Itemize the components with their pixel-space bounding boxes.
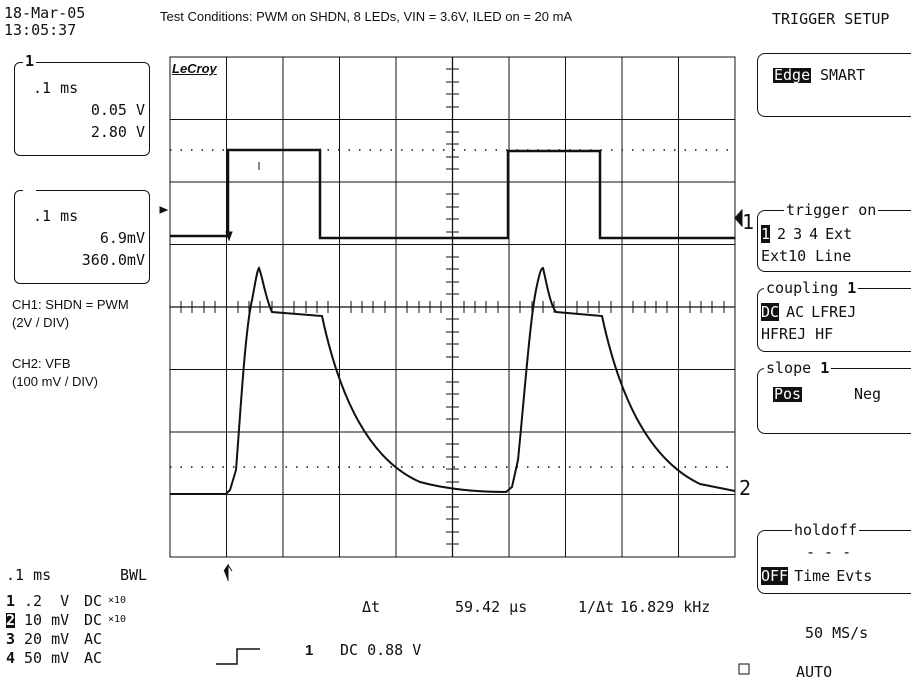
scale: 360.0mV: [81, 251, 145, 269]
option[interactable]: 3: [793, 225, 803, 243]
channel-probe: ×10: [108, 595, 127, 606]
option[interactable]: Time: [794, 567, 831, 585]
annotation: CH1: SHDN = PWM: [12, 297, 129, 312]
channel-id: 4: [6, 649, 16, 667]
channel-coupling: DC: [84, 611, 103, 629]
channel: 1: [847, 279, 857, 297]
dt-label: Δt: [362, 598, 381, 616]
options: HFREJ HF: [761, 327, 842, 342]
trigger-source: 1: [305, 642, 314, 659]
timebase: .1 ms: [33, 79, 79, 97]
menu-title: TRIGGER SETUP: [772, 10, 890, 28]
channel-scale: 10 mV: [24, 611, 70, 629]
option-selected[interactable]: 1: [761, 225, 771, 243]
trigger-arrows: [159, 162, 743, 581]
graticule: [169, 56, 736, 558]
bwl: BWL: [120, 566, 148, 584]
option[interactable]: Neg: [854, 385, 882, 403]
freq-label: 1/Δt: [578, 598, 615, 616]
channel-id: 3: [6, 630, 16, 648]
channel-scale: .2 V: [24, 592, 70, 610]
checkbox: [738, 663, 750, 675]
sample-rate: 50 MS/s: [805, 624, 869, 642]
options: Ext10 Line: [761, 249, 860, 264]
menu-label: holdoff: [792, 521, 860, 539]
annotation: (2V / DIV): [12, 315, 70, 330]
channel-coupling: DC: [84, 592, 103, 610]
option-selected[interactable]: Pos: [773, 385, 803, 403]
dt: 59.42 μs: [455, 598, 528, 616]
menu-label: trigger on: [784, 201, 879, 219]
menu-trigger-on[interactable]: trigger on 1 2 3 4 Ext Ext10 Line: [757, 203, 911, 272]
ch1-trace: [170, 148, 735, 240]
freq: 16.829 kHz: [620, 598, 711, 616]
channel-scale: 20 mV: [24, 630, 70, 648]
annotation: CH2: VFB: [12, 356, 71, 371]
option[interactable]: Evts: [836, 567, 873, 585]
ch-id: 2: [23, 180, 37, 198]
options: OFF Time Evts: [761, 567, 878, 585]
options: 1 2 3 4 Ext: [761, 225, 859, 243]
option[interactable]: Ext10: [761, 247, 807, 265]
offset: 0.05 V: [90, 101, 145, 119]
timebase: .1 ms: [6, 566, 52, 584]
label: slope: [766, 359, 812, 377]
option-selected[interactable]: OFF: [761, 567, 789, 585]
option[interactable]: HF: [815, 325, 834, 343]
option[interactable]: 4: [809, 225, 819, 243]
menu-slope[interactable]: slope 1 Pos Neg: [757, 361, 911, 434]
time: 13:05:37: [4, 21, 77, 39]
option[interactable]: Line: [815, 247, 852, 265]
mode: AUTO: [796, 663, 833, 681]
options: DC AC LFREJ: [761, 303, 863, 321]
channel-coupling: AC: [84, 649, 103, 667]
ch-id: 1: [23, 52, 37, 70]
value: - - -: [806, 543, 852, 561]
channel-coupling: AC: [84, 630, 103, 648]
trigger-level: DC 0.88 V: [340, 641, 422, 659]
channel: 1: [820, 359, 830, 377]
ch2-box: 2 .1 ms 6.9mV 360.0mV: [14, 182, 150, 284]
option[interactable]: LFREJ: [811, 303, 857, 321]
option-selected[interactable]: DC: [761, 303, 780, 321]
option[interactable]: AC: [786, 303, 805, 321]
trace-marker: 1: [742, 210, 755, 234]
label: coupling: [766, 279, 839, 297]
annotation: (100 mV / DIV): [12, 374, 98, 389]
trigger-step: [216, 648, 260, 665]
menu-holdoff[interactable]: holdoff - - - OFF Time Evts: [757, 523, 911, 594]
option[interactable]: HFREJ: [761, 325, 807, 343]
date: 18-Mar-05: [4, 4, 86, 22]
trace-marker: 2: [739, 476, 752, 500]
menu-label: coupling 1: [764, 279, 859, 297]
channel-id: 2: [6, 611, 16, 629]
brand: LeCroy: [172, 61, 217, 76]
ch1-box: 1 .1 ms 0.05 V 2.80 V: [14, 54, 150, 156]
option[interactable]: Ext: [825, 225, 853, 243]
timebase: .1 ms: [33, 207, 79, 225]
channel-probe: ×10: [108, 614, 127, 625]
ch2-trace: [170, 266, 736, 495]
menu-label: slope 1: [764, 359, 832, 377]
option[interactable]: SMART: [820, 66, 866, 84]
option-selected[interactable]: Edge: [773, 66, 812, 84]
option[interactable]: 2: [777, 225, 787, 243]
menu-coupling[interactable]: coupling 1 DC AC LFREJ HFREJ HF: [757, 281, 911, 352]
channel-id: 1: [6, 592, 16, 610]
channel-scale: 50 mV: [24, 649, 70, 667]
offset: 6.9mV: [99, 229, 145, 247]
menu-type[interactable]: Edge SMART: [757, 53, 911, 117]
conditions: Test Conditions: PWM on SHDN, 8 LEDs, VI…: [160, 9, 573, 24]
scale: 2.80 V: [90, 123, 145, 141]
